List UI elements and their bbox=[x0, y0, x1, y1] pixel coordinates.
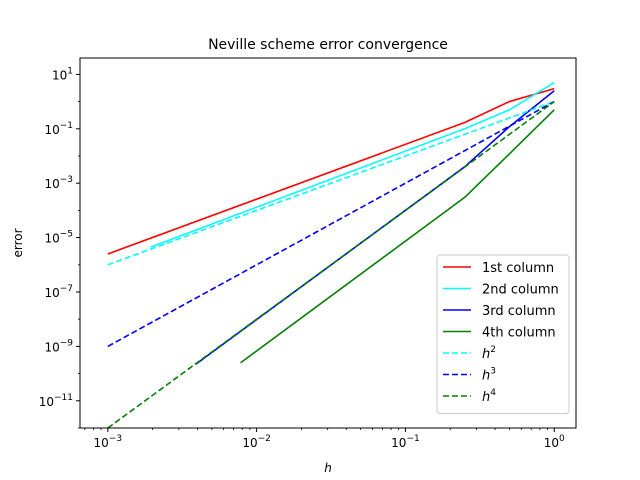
x-tick-label: 10−1 bbox=[391, 434, 420, 450]
legend-label: h3 bbox=[482, 367, 496, 384]
y-axis: 10−11 10−9 10−7 10−5 10−3 10−1 101 bbox=[39, 66, 80, 429]
series-line-6 bbox=[107, 100, 555, 348]
y-tick-label: 10−3 bbox=[44, 175, 73, 191]
y-tick-label: 10−9 bbox=[44, 338, 73, 354]
y-tick-label: 101 bbox=[52, 66, 73, 82]
legend-label: 3rd column bbox=[482, 304, 556, 319]
series-line-5 bbox=[107, 100, 555, 266]
y-tick-label: 10−1 bbox=[44, 121, 73, 137]
series-line-7 bbox=[107, 100, 555, 428]
x-tick-label: 10−3 bbox=[94, 434, 123, 450]
series-layer bbox=[107, 81, 555, 428]
legend-label: 2nd column bbox=[482, 283, 559, 298]
series-line-1 bbox=[107, 87, 555, 255]
y-axis-label: error bbox=[11, 228, 25, 257]
y-tick-label: 10−5 bbox=[44, 230, 73, 246]
x-tick-label: 10−2 bbox=[242, 434, 271, 450]
y-tick-label: 10−11 bbox=[39, 393, 73, 409]
legend: 1st column 2nd column 3rd column 4th column… bbox=[436, 254, 570, 414]
legend-label: 1st column bbox=[482, 261, 554, 276]
x-axis-label: h bbox=[324, 461, 332, 475]
legend-label: 4th column bbox=[482, 326, 556, 341]
series-line-4 bbox=[240, 109, 555, 364]
x-axis: 10−3 10−2 10−1 100 bbox=[84, 428, 565, 450]
chart-title: Neville scheme error convergence bbox=[208, 37, 448, 53]
legend-label: h2 bbox=[482, 345, 496, 362]
legend-label: h4 bbox=[482, 388, 496, 405]
series-line-2 bbox=[150, 81, 555, 248]
x-tick-label: 100 bbox=[544, 434, 565, 450]
y-tick-label: 10−7 bbox=[44, 284, 73, 300]
